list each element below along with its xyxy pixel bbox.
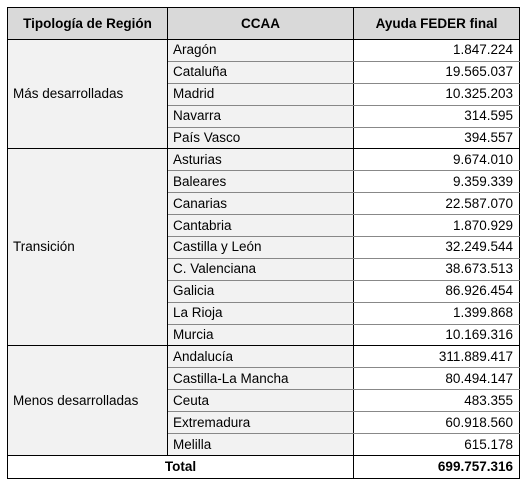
ccaa-cell: Galicia <box>167 279 354 303</box>
table-row: Baleares 9.359.339 <box>8 170 520 194</box>
amount-cell: 32.249.544 <box>353 236 520 259</box>
table-row: Ceuta 483.355 <box>8 389 520 413</box>
amount-cell: 86.926.454 <box>353 279 520 303</box>
total-row: Total 699.757.316 <box>7 455 520 479</box>
ccaa-cell: Melilla <box>167 433 354 456</box>
region-cell: Transición <box>7 148 168 347</box>
table-row: Menos desarrolladas Andalucía 311.889.417 <box>7 345 520 456</box>
ccaa-cell: Castilla-La Mancha <box>167 367 354 391</box>
table-body: Más desarrolladas Aragón 1.847.224 Cataluña… <box>7 38 520 456</box>
table-row: Castilla y León 32.249.544 <box>8 236 520 259</box>
ccaa-cell: País Vasco <box>167 126 354 150</box>
table-row: Extremadura 60.918.560 <box>8 411 520 435</box>
amount-cell: 10.325.203 <box>353 82 520 106</box>
table-row: Cataluña 19.565.037 <box>8 60 520 84</box>
table-row: Castilla-La Mancha 80.494.147 <box>8 367 520 391</box>
amount-cell: 615.178 <box>353 433 520 456</box>
ccaa-cell: Cataluña <box>167 60 354 84</box>
table-row: La Rioja 1.399.868 <box>8 301 520 325</box>
table-row: País Vasco 394.557 <box>8 126 520 150</box>
amount-cell: 1.399.868 <box>353 301 520 325</box>
ccaa-cell: Extremadura <box>167 411 354 435</box>
ccaa-cell: Madrid <box>167 82 354 106</box>
ccaa-cell: Ceuta <box>167 389 354 413</box>
amount-cell: 314.595 <box>353 104 520 128</box>
ccaa-cell: Andalucía <box>167 345 354 369</box>
ccaa-cell: C. Valenciana <box>167 257 354 281</box>
ccaa-cell: Castilla y León <box>167 236 354 259</box>
total-amount: 699.757.316 <box>353 455 520 479</box>
ccaa-cell: Navarra <box>167 104 354 128</box>
ccaa-cell: Murcia <box>167 323 354 347</box>
ccaa-cell: Cantabria <box>167 214 354 238</box>
table-row: Cantabria 1.870.929 <box>8 214 520 238</box>
amount-cell: 394.557 <box>353 126 520 150</box>
amount-cell: 483.355 <box>353 389 520 413</box>
region-cell: Menos desarrolladas <box>7 345 168 456</box>
amount-cell: 1.847.224 <box>353 39 520 62</box>
feder-aid-table: Tipología de Región CCAA Ayuda FEDER fin… <box>7 7 520 479</box>
header-region: Tipología de Región <box>7 7 168 40</box>
amount-cell: 19.565.037 <box>353 60 520 84</box>
header-row: Tipología de Región CCAA Ayuda FEDER fin… <box>7 7 520 40</box>
header-ccaa: CCAA <box>167 7 354 40</box>
table-row: Transición Asturias 9.674.010 <box>7 148 520 347</box>
ccaa-cell: Baleares <box>167 170 354 194</box>
table-row: Canarias 22.587.070 <box>8 192 520 216</box>
table-row: Murcia 10.169.316 <box>8 323 520 347</box>
total-label: Total <box>7 455 354 479</box>
amount-cell: 80.494.147 <box>353 367 520 391</box>
ccaa-cell: Canarias <box>167 192 354 216</box>
ccaa-cell: Aragón <box>167 39 354 62</box>
amount-cell: 10.169.316 <box>353 323 520 347</box>
table-row: Más desarrolladas Aragón 1.847.224 <box>7 38 520 150</box>
table-row: Galicia 86.926.454 <box>8 279 520 303</box>
region-cell: Más desarrolladas <box>7 38 168 150</box>
amount-cell: 22.587.070 <box>353 192 520 216</box>
table-row: Melilla 615.178 <box>8 433 520 456</box>
amount-cell: 9.674.010 <box>353 148 520 172</box>
ccaa-cell: La Rioja <box>167 301 354 325</box>
amount-cell: 1.870.929 <box>353 214 520 238</box>
amount-cell: 9.359.339 <box>353 170 520 194</box>
ccaa-cell: Asturias <box>167 148 354 172</box>
table-row: C. Valenciana 38.673.513 <box>8 257 520 281</box>
amount-cell: 38.673.513 <box>353 257 520 281</box>
header-amount: Ayuda FEDER final <box>353 7 520 40</box>
amount-cell: 60.918.560 <box>353 411 520 435</box>
amount-cell: 311.889.417 <box>353 345 520 369</box>
